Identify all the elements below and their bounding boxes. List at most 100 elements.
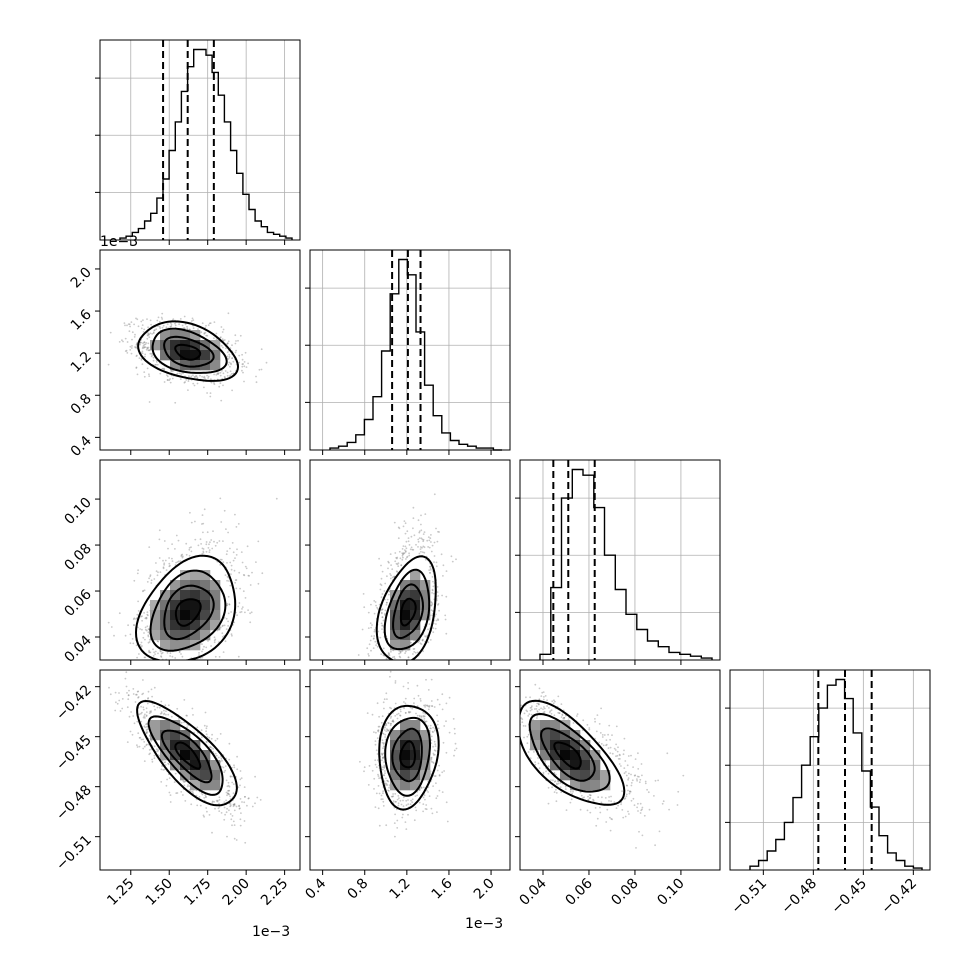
sample-point [400,803,403,806]
sample-point [135,693,138,696]
density-cell [410,730,421,741]
sample-point [373,630,376,633]
sample-point [208,668,210,670]
sample-point [129,345,132,348]
sample-point [606,808,609,811]
density-cell [560,760,571,771]
sample-point [420,523,422,526]
sample-point [231,357,234,359]
sample-point [221,759,223,762]
sample-point [630,799,633,802]
sample-point [203,815,206,818]
sample-point [150,666,152,668]
sample-point [641,834,644,837]
sample-point [381,754,384,756]
sample-point [218,810,221,812]
sample-point [238,361,241,364]
sample-point [382,701,385,704]
sample-point [220,757,223,760]
sample-point [275,497,278,500]
sample-point [228,580,230,582]
sample-point [390,715,393,718]
sample-point [424,808,427,810]
sample-point [127,323,130,325]
y-tick-label: −0.51 [53,832,95,874]
sample-point [422,711,425,714]
sample-point [399,557,402,560]
sample-point [205,334,208,337]
x-tick-label: 1.25 [104,876,137,909]
sample-point [648,808,651,811]
sample-point [373,637,375,640]
sample-point [371,660,373,662]
sample-point [366,712,369,714]
sample-point [430,550,433,553]
density-cell [150,340,161,351]
sample-point [520,704,523,707]
sample-point [377,785,380,787]
sample-point [529,757,532,760]
sample-point [231,824,233,827]
sample-point [265,361,268,364]
sample-point [201,375,204,378]
sample-point [166,379,169,381]
sample-point [425,720,428,723]
sample-point [381,732,384,735]
sample-point [169,381,172,384]
sample-point [150,582,153,584]
sample-point [455,747,458,750]
sample-point [225,617,228,620]
sample-point [230,573,232,576]
sample-point [137,610,140,612]
sample-point [145,707,148,710]
sample-point [382,743,385,745]
density-cell [410,720,421,731]
sample-point [137,600,140,603]
sample-point [386,698,388,700]
sample-point [629,790,631,793]
sample-point [559,786,562,789]
sample-point [163,713,165,716]
sample-point [405,799,408,802]
sample-point [627,789,629,792]
sample-point [354,667,356,669]
sample-point [180,554,183,556]
sample-point [544,695,547,697]
sample-point [214,752,217,755]
sample-point [166,375,169,378]
sample-point [212,530,214,533]
sample-point [399,656,402,659]
sample-point [202,548,205,550]
sample-point [378,792,381,795]
sample-point [166,323,169,325]
sample-point [422,538,425,541]
sample-point [163,563,166,566]
sample-point [188,328,191,331]
sample-point [113,634,115,637]
sample-point [389,717,392,719]
sample-point [231,634,233,637]
sample-point [238,804,241,807]
sample-point [383,767,386,769]
density-cell [410,610,421,621]
sample-point [610,795,612,798]
sample-point [133,624,135,626]
sample-point [540,707,542,710]
sample-point [255,375,257,378]
sample-point [382,619,385,622]
sample-point [398,527,401,530]
sample-point [143,343,146,346]
sample-point [144,726,147,729]
density-map [150,570,221,651]
sample-point [139,628,142,630]
sample-point [430,534,432,536]
sample-point [150,352,153,355]
sample-point [662,800,665,803]
sample-point [241,608,243,610]
sample-point [629,790,632,793]
sample-point [246,804,248,807]
sample-point [547,786,550,789]
sample-point [421,639,424,642]
x-tick-label: 1.6 [429,875,456,902]
density-cell [170,600,181,611]
